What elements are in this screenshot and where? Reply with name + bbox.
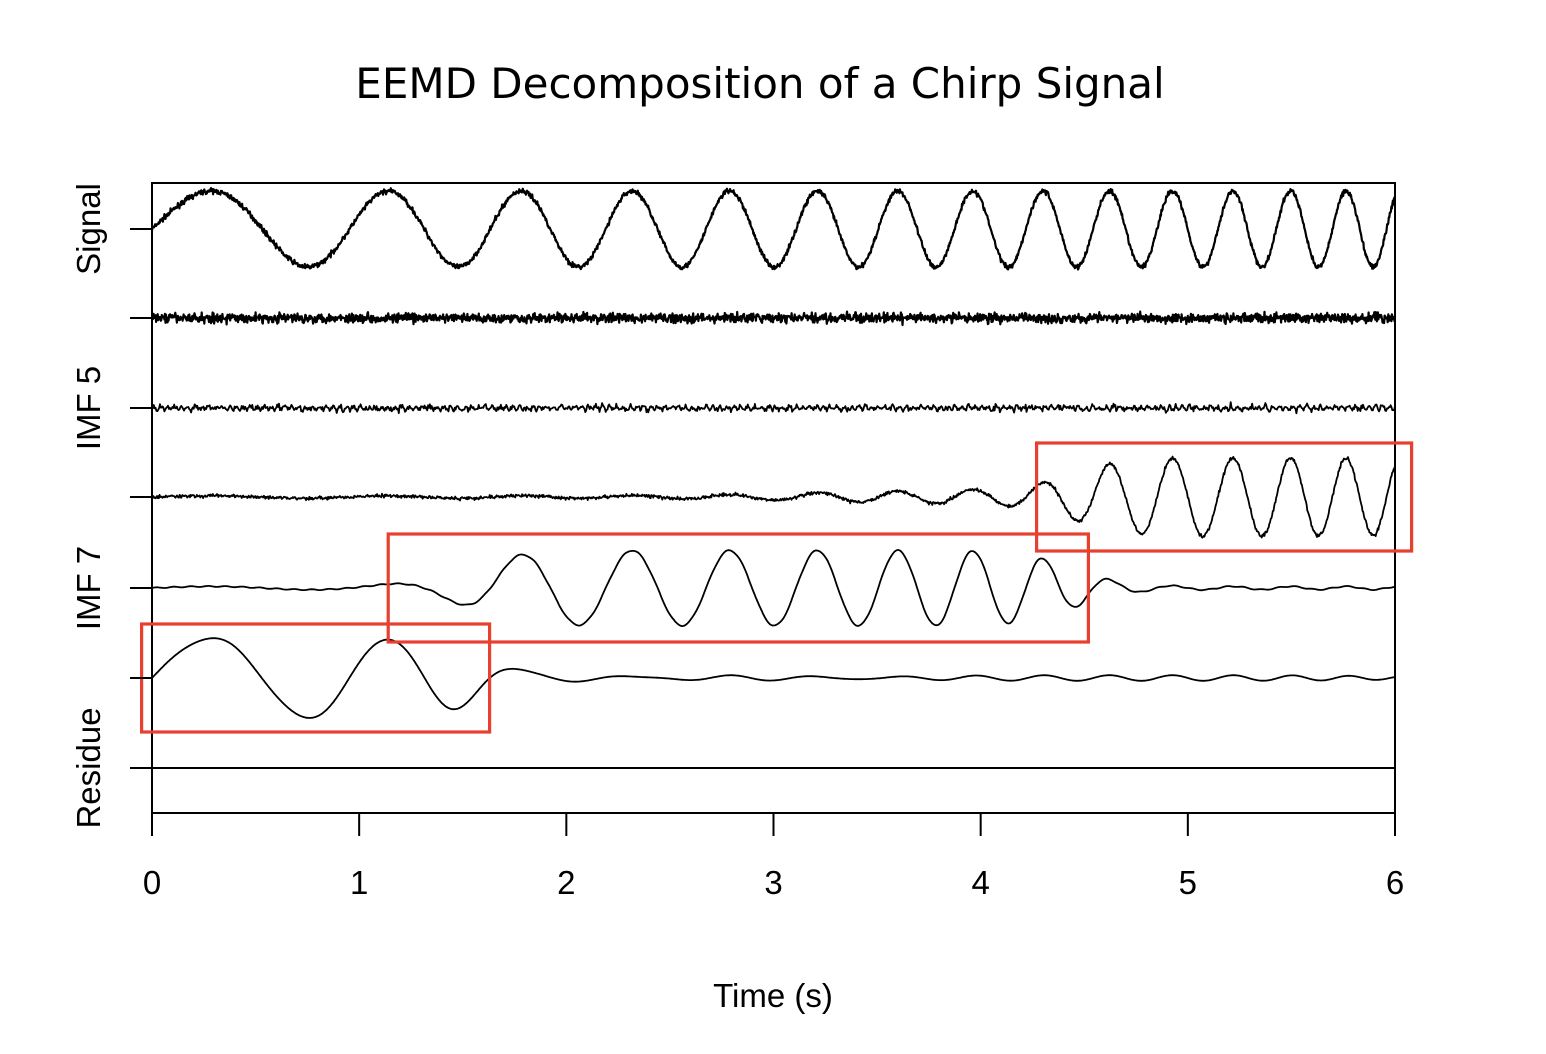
series-noise-mid: [151, 401, 1396, 415]
panel-label-imf5: IMF 5: [70, 366, 107, 450]
highlight-box-1: [386, 532, 1091, 644]
chart-title: EEMD Decomposition of a Chirp Signal: [355, 59, 1164, 108]
highlight-box-2: [140, 622, 492, 734]
panel-label-residue: Residue: [70, 707, 107, 828]
x-tick-label-2: 2: [557, 864, 575, 901]
x-axis: 0 1 2 3 4 5 6: [143, 813, 1404, 901]
series-layer: [150, 187, 1397, 769]
x-tick-label-1: 1: [350, 864, 368, 901]
x-tick-label-3: 3: [764, 864, 782, 901]
highlight-box-0: [1034, 441, 1414, 553]
x-tick-label-6: 6: [1386, 864, 1404, 901]
x-tick-label-4: 4: [971, 864, 989, 901]
panel-label-signal: Signal: [70, 183, 107, 275]
series-noise-high: [151, 310, 1396, 327]
series-imf-high: [151, 455, 1396, 539]
panel-label-imf7: IMF 7: [70, 546, 107, 630]
series-imf-low: [151, 637, 1396, 719]
series-imf-mid: [151, 549, 1396, 627]
x-axis-title: Time (s): [713, 977, 833, 1014]
y-ticks: [130, 228, 152, 769]
x-tick-label-0: 0: [143, 864, 161, 901]
x-tick-label-5: 5: [1179, 864, 1197, 901]
series-signal: [150, 187, 1397, 271]
